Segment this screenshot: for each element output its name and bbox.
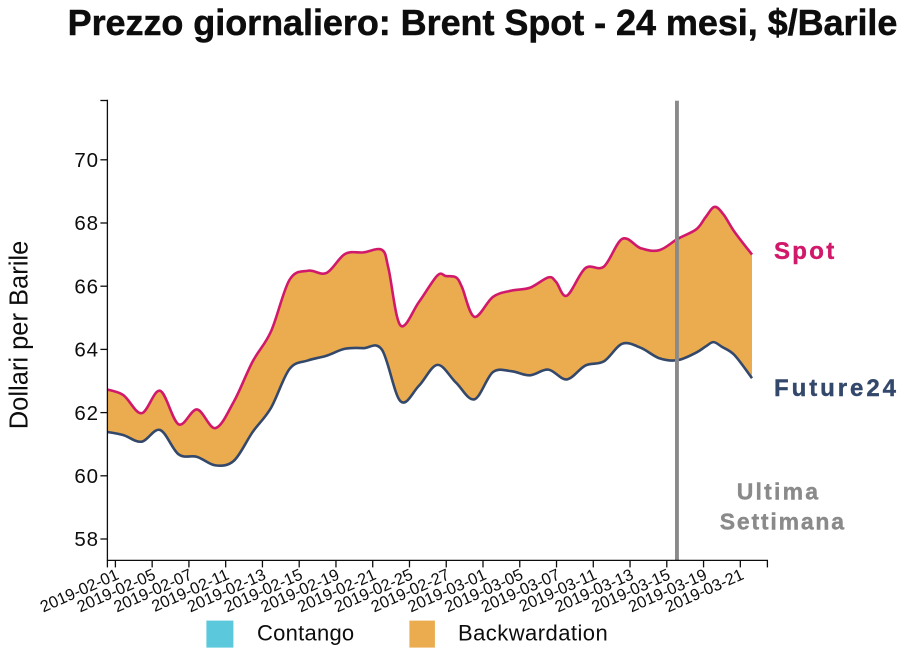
svg-text:70: 70 — [74, 149, 98, 172]
svg-text:Settimana: Settimana — [720, 509, 846, 535]
svg-text:Spot: Spot — [774, 238, 837, 265]
svg-text:58: 58 — [74, 528, 98, 551]
svg-text:66: 66 — [74, 275, 98, 298]
svg-text:68: 68 — [74, 212, 98, 235]
svg-text:Dollari per Barile: Dollari per Barile — [5, 241, 33, 430]
svg-text:Prezzo giornaliero: Brent Spot: Prezzo giornaliero: Brent Spot - 24 mesi… — [68, 2, 898, 43]
svg-text:Backwardation: Backwardation — [458, 621, 608, 646]
svg-text:Future24: Future24 — [774, 375, 899, 402]
svg-text:62: 62 — [74, 402, 98, 425]
svg-text:Contango: Contango — [257, 621, 354, 646]
svg-text:60: 60 — [74, 465, 98, 488]
svg-text:64: 64 — [74, 339, 98, 362]
svg-text:Ultima: Ultima — [737, 478, 821, 504]
